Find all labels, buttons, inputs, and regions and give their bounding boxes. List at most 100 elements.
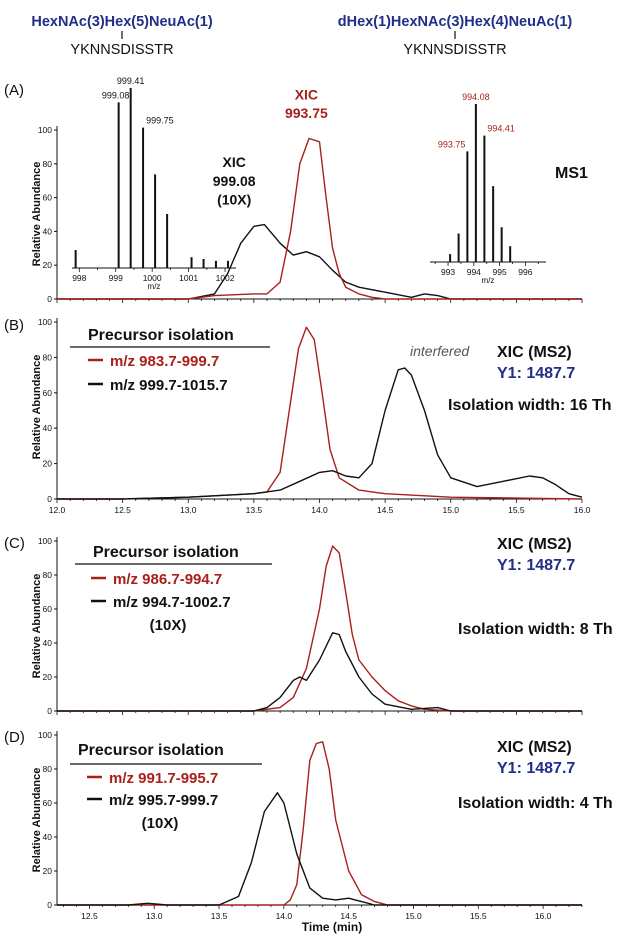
panel-label: (A): [4, 82, 24, 99]
x-tick-label: 13.0: [146, 911, 163, 921]
y-tick-label: 40: [43, 226, 53, 236]
y-tick-label: 0: [47, 294, 52, 304]
inset-tick-label: 993: [441, 267, 455, 277]
series-layer: [57, 326, 583, 500]
panel-label: (C): [4, 535, 25, 552]
x-tick-label: 13.5: [211, 911, 228, 921]
x-tick-label: 14.5: [340, 911, 357, 921]
inset-peak-label: 993.75: [438, 139, 466, 149]
isolation-width-label: Isolation width: 4 Th: [458, 795, 613, 812]
y-tick-label: 100: [38, 536, 52, 546]
legend-multiplier: (10X): [142, 815, 179, 832]
panel-c: (C) Relative Abundance 0 20 40 60 80 100 Prec…: [4, 535, 613, 716]
panel-right-title: XIC (MS2): [497, 536, 572, 553]
y-tick-label: 60: [43, 604, 53, 614]
x-tick-label: 12.5: [81, 911, 98, 921]
xic-label-layer: XIC 993.75 XIC 999.08 (10X): [213, 87, 328, 208]
x-tick-label: 13.5: [246, 505, 263, 515]
panel-right-title: XIC (MS2): [497, 739, 572, 756]
inset-peak-label: 999.75: [146, 116, 174, 126]
y-tick-label: 40: [43, 638, 53, 648]
y-tick-label: 20: [43, 672, 53, 682]
y-tick-label: 0: [47, 900, 52, 910]
isolation-width-label: Isolation width: 16 Th: [448, 397, 612, 414]
panel-a: (A) Relative Abundance 0 20 40 60 80 100 998 9…: [4, 76, 588, 304]
axes: 0 20 40 60 80 100 12.0 12.5 13.0 13.5 14.0 14.5 15.0…: [38, 317, 591, 515]
x-tick-label: 12.0: [49, 505, 66, 515]
y-axis-label: Relative Abundance: [31, 574, 43, 679]
series-line-black: [57, 223, 582, 300]
xic-label: XIC: [223, 154, 246, 170]
series-line-red: [57, 545, 582, 712]
legend-multiplier: (10X): [150, 617, 187, 634]
y-tick-label: 80: [43, 159, 53, 169]
series-line-black: [57, 792, 582, 906]
inset-tick-label: 994: [467, 267, 481, 277]
y-tick-label: 20: [43, 866, 53, 876]
y-tick-label: 20: [43, 459, 53, 469]
inset-tick-label: 1001: [179, 273, 198, 283]
inset-peak-label: 994.41: [487, 124, 515, 134]
legend-entry-black: m/z 999.7-1015.7: [110, 377, 228, 394]
y-tick-label: 0: [47, 494, 52, 504]
y-tick-label: 60: [43, 193, 53, 203]
panel-label: (D): [4, 729, 25, 746]
y-tick-label: 80: [43, 570, 53, 580]
panel-right-subtitle: Y1: 1487.7: [497, 557, 575, 574]
legend-box-title: Precursor isolation: [93, 544, 239, 561]
x-tick-label: 15.5: [508, 505, 525, 515]
x-tick-label: 15.0: [442, 505, 459, 515]
series-line-black: [57, 367, 583, 500]
right-glycan-title: dHex(1)HexNAc(3)Hex(4)NeuAc(1): [338, 14, 573, 30]
y-tick-label: 0: [47, 706, 52, 716]
y-tick-label: 80: [43, 352, 53, 362]
y-tick-label: 60: [43, 798, 53, 808]
inset-tick-label: 1000: [143, 273, 162, 283]
xic-label: XIC: [295, 87, 318, 103]
x-tick-label: 16.0: [574, 505, 591, 515]
legend-entry-red: m/z 983.7-999.7: [110, 353, 219, 370]
panel-right-title: MS1: [555, 165, 588, 182]
inset-layer: 998 999 1000 1001 1002 m/z 999.08 999.41 999.75 9…: [72, 76, 546, 291]
left-peptide: YKNNSDISSTR: [70, 42, 173, 58]
inset-peak-label: 994.08: [462, 92, 490, 102]
x-tick-label: 14.0: [276, 911, 293, 921]
inset-x-label: m/z: [482, 276, 495, 285]
y-tick-label: 20: [43, 260, 53, 270]
x-tick-label: 15.5: [470, 911, 487, 921]
y-axis-label: Relative Abundance: [31, 162, 43, 267]
series-line-red: [57, 741, 582, 906]
y-tick-label: 80: [43, 764, 53, 774]
x-tick-label: 13.0: [180, 505, 197, 515]
x-tick-label: 16.0: [535, 911, 552, 921]
legend-entry-red: m/z 986.7-994.7: [113, 571, 222, 588]
y-tick-label: 40: [43, 423, 53, 433]
y-tick-label: 60: [43, 388, 53, 398]
series-line-red: [57, 137, 582, 300]
right-peptide: YKNNSDISSTR: [403, 42, 506, 58]
legend-entry-black: m/z 994.7-1002.7: [113, 594, 231, 611]
panel-right-subtitle: Y1: 1487.7: [497, 365, 575, 382]
panel-label: (B): [4, 317, 24, 334]
inset-peak-label: 999.41: [117, 76, 145, 86]
xic-label: 999.08: [213, 173, 256, 189]
series-layer: [57, 137, 582, 300]
x-axis-label: Time (min): [302, 920, 362, 934]
inset-tick-label: 1002: [216, 273, 235, 283]
y-tick-label: 100: [38, 730, 52, 740]
inset-tick-label: 998: [72, 273, 86, 283]
x-tick-label: 12.5: [114, 505, 131, 515]
panel-d: (D) Relative Abundance 0 20 40 60 80 100 12.5 1…: [4, 729, 613, 934]
legend-box-title: Precursor isolation: [78, 742, 224, 759]
inset-x-label: m/z: [148, 282, 161, 291]
x-tick-label: 14.5: [377, 505, 394, 515]
series-layer: [57, 545, 582, 712]
inset-tick-label: 995: [493, 267, 507, 277]
interfered-annotation: interfered: [410, 343, 470, 359]
panel-right-subtitle: Y1: 1487.7: [497, 760, 575, 777]
y-tick-label: 100: [38, 125, 52, 135]
y-axis-label: Relative Abundance: [31, 355, 43, 460]
series-layer: [57, 741, 582, 906]
series-line-black: [57, 632, 582, 712]
